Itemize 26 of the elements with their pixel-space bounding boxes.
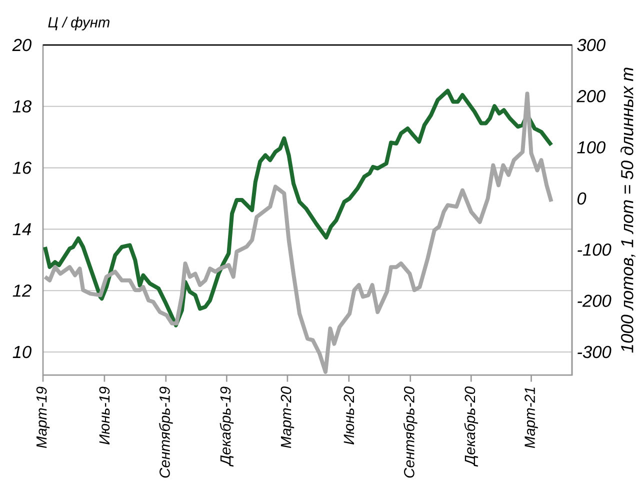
y-tick-label: 10 <box>12 346 32 358</box>
x-tick-label: Декабрь-19 <box>220 386 234 467</box>
line-series <box>43 88 554 328</box>
x-tick-label: Сентябрь-20 <box>403 386 418 478</box>
y-tick-label: 14 <box>12 223 31 236</box>
x-tick-label: Июнь-19 <box>99 386 110 444</box>
y2-tick-label: 0 <box>577 192 586 205</box>
x-tick-label: Март-21 <box>524 388 538 448</box>
x-tick-label: Март-19 <box>36 386 50 448</box>
x-tick-label: Март-20 <box>280 386 294 448</box>
x-tick-label: Сентябрь-19 <box>159 386 173 478</box>
y-tick-label: 20 <box>12 38 32 52</box>
y2-tick-label: -100 <box>578 244 612 256</box>
y-axis-title: Ц / фунт <box>48 16 110 30</box>
y2-tick-label: -200 <box>578 294 612 307</box>
y-tick-label: 18 <box>12 100 32 113</box>
line-series <box>43 92 554 374</box>
x-tick-label: Июнь-20 <box>344 386 354 444</box>
x-tick-label: Декабрь-20 <box>464 386 478 467</box>
y-tick-label: 12 <box>12 284 32 297</box>
y2-tick-label: 300 <box>577 38 606 52</box>
y-tick-label: 16 <box>12 162 32 174</box>
y2-tick-label: 100 <box>577 141 606 154</box>
y2-tick-label: -300 <box>578 346 612 358</box>
y2-axis-title: 1000 лотов, 1 лот = 50 длинных т <box>620 68 636 353</box>
y2-tick-label: 200 <box>576 90 606 102</box>
